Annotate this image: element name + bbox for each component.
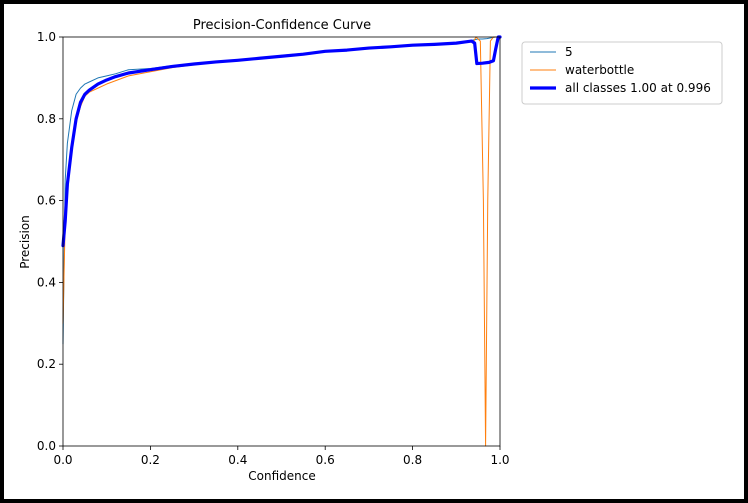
series-line-1 [62, 36, 501, 447]
y-tick-label: 0.8 [37, 112, 56, 126]
y-tick-label: 0.4 [37, 275, 56, 289]
plot-area-frame [62, 36, 501, 447]
y-tick-label: 0.2 [37, 357, 56, 371]
legend-frame [521, 41, 723, 105]
y-tick-label: 1.0 [37, 30, 56, 44]
x-axis-label: Confidence [248, 469, 315, 483]
x-tick-label: 1.0 [490, 453, 509, 467]
legend-label-1: waterbottle [565, 63, 634, 77]
legend: 5 waterbottle all classes 1.00 at 0.996 [521, 41, 723, 105]
legend-items: 5 waterbottle all classes 1.00 at 0.996 [530, 45, 711, 95]
y-axis-label: Precision [18, 215, 32, 269]
x-tick-label: 0.8 [403, 453, 422, 467]
series-line-0 [62, 36, 501, 345]
chart-title: Precision-Confidence Curve [193, 18, 371, 33]
x-tick-label: 0.4 [228, 453, 247, 467]
y-tick-label: 0.6 [37, 194, 56, 208]
legend-label-0: 5 [565, 45, 573, 59]
x-tick-label: 0.6 [316, 453, 335, 467]
x-tick-label: 0.0 [53, 453, 72, 467]
legend-label-2: all classes 1.00 at 0.996 [565, 81, 711, 95]
y-axis-ticks: 0.0 0.2 0.4 0.6 0.8 1.0 [37, 30, 63, 453]
x-tick-label: 0.2 [141, 453, 160, 467]
plot-lines [61, 35, 502, 447]
y-tick-label: 0.0 [37, 439, 56, 453]
x-axis-ticks: 0.0 0.2 0.4 0.6 0.8 1.0 [53, 446, 510, 467]
series-line-2 [61, 35, 502, 248]
